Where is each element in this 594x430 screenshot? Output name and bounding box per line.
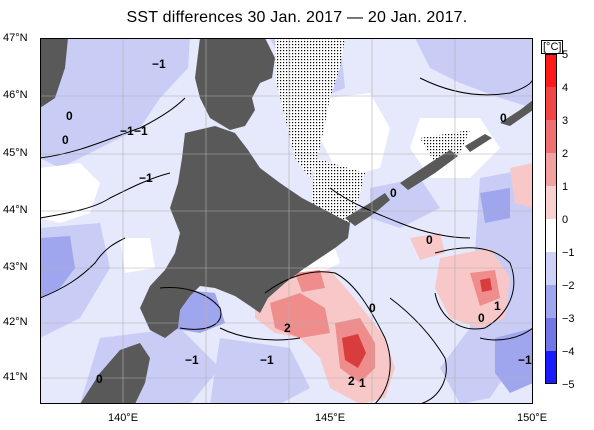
colorbar-tick: 5 <box>562 49 569 61</box>
lat-label-42: 42°N <box>3 316 28 328</box>
contour-label: −1 <box>260 353 274 367</box>
contour-label: −1 <box>518 353 532 367</box>
lat-label-41: 41°N <box>3 371 28 383</box>
colorbar-tick: 0 <box>562 214 569 226</box>
lon-label-145: 145°E <box>314 412 346 424</box>
contour-label: −1 <box>120 124 134 138</box>
lat-label-45: 45°N <box>3 147 28 159</box>
warm-anomaly-strong <box>342 278 492 368</box>
lat-label-46: 46°N <box>3 89 28 101</box>
colorbar-tick: 4 <box>562 82 569 94</box>
colorbar-tick: 3 <box>562 115 569 127</box>
contour-label: 0 <box>478 311 485 325</box>
contour-label: 0 <box>62 133 69 147</box>
colorbar-unit: [°C] <box>541 40 564 54</box>
colorbar-tick: −4 <box>562 346 575 358</box>
map-title: SST differences 30 Jan. 2017 — 20 Jan. 2… <box>126 9 468 26</box>
lat-lon-grid <box>40 38 533 404</box>
mainland-land <box>40 38 68 108</box>
lon-label-140: 140°E <box>107 412 139 424</box>
lat-label-44: 44°N <box>3 204 28 216</box>
contour-label: 0 <box>369 301 376 315</box>
colorbar-tick: 1 <box>562 181 569 193</box>
map-border <box>40 38 533 404</box>
sakhalin-land <box>195 38 275 130</box>
contour-label: 0 <box>66 109 73 123</box>
honshu-land <box>80 343 150 404</box>
contour-label: 1 <box>494 299 501 313</box>
lat-label-43: 43°N <box>3 261 28 273</box>
lon-label-150: 150°E <box>516 412 548 424</box>
colorbar-tick: −1 <box>562 247 575 259</box>
contour-label: 2 <box>348 374 355 388</box>
sst-difference-map: −1 0 0 −1 −1 −1 0 0 0 0 2 1 0 −1 −1 0 2 … <box>40 38 533 404</box>
colorbar-tick: −3 <box>562 313 575 325</box>
hokkaido-land <box>140 126 350 338</box>
contour-label: 2 <box>284 321 291 335</box>
colorbar-tick: 2 <box>562 148 569 160</box>
contour-label: −1 <box>185 353 199 367</box>
contour-label: −1 <box>152 57 166 71</box>
colorbar-tick: −2 <box>562 280 575 292</box>
contour-label: 0 <box>96 372 103 386</box>
contour-label: 0 <box>426 233 433 247</box>
contour-label: 0 <box>500 111 507 125</box>
contour-label: −1 <box>134 124 148 138</box>
lat-label-47: 47°N <box>3 32 28 44</box>
contour-label: 1 <box>359 376 366 390</box>
colorbar-tick: −5 <box>562 379 575 391</box>
contour-label: 0 <box>390 186 397 200</box>
contour-label: −1 <box>139 171 153 185</box>
colorbar <box>545 54 557 384</box>
